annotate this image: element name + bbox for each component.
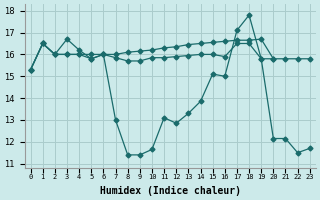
X-axis label: Humidex (Indice chaleur): Humidex (Indice chaleur) xyxy=(100,186,241,196)
